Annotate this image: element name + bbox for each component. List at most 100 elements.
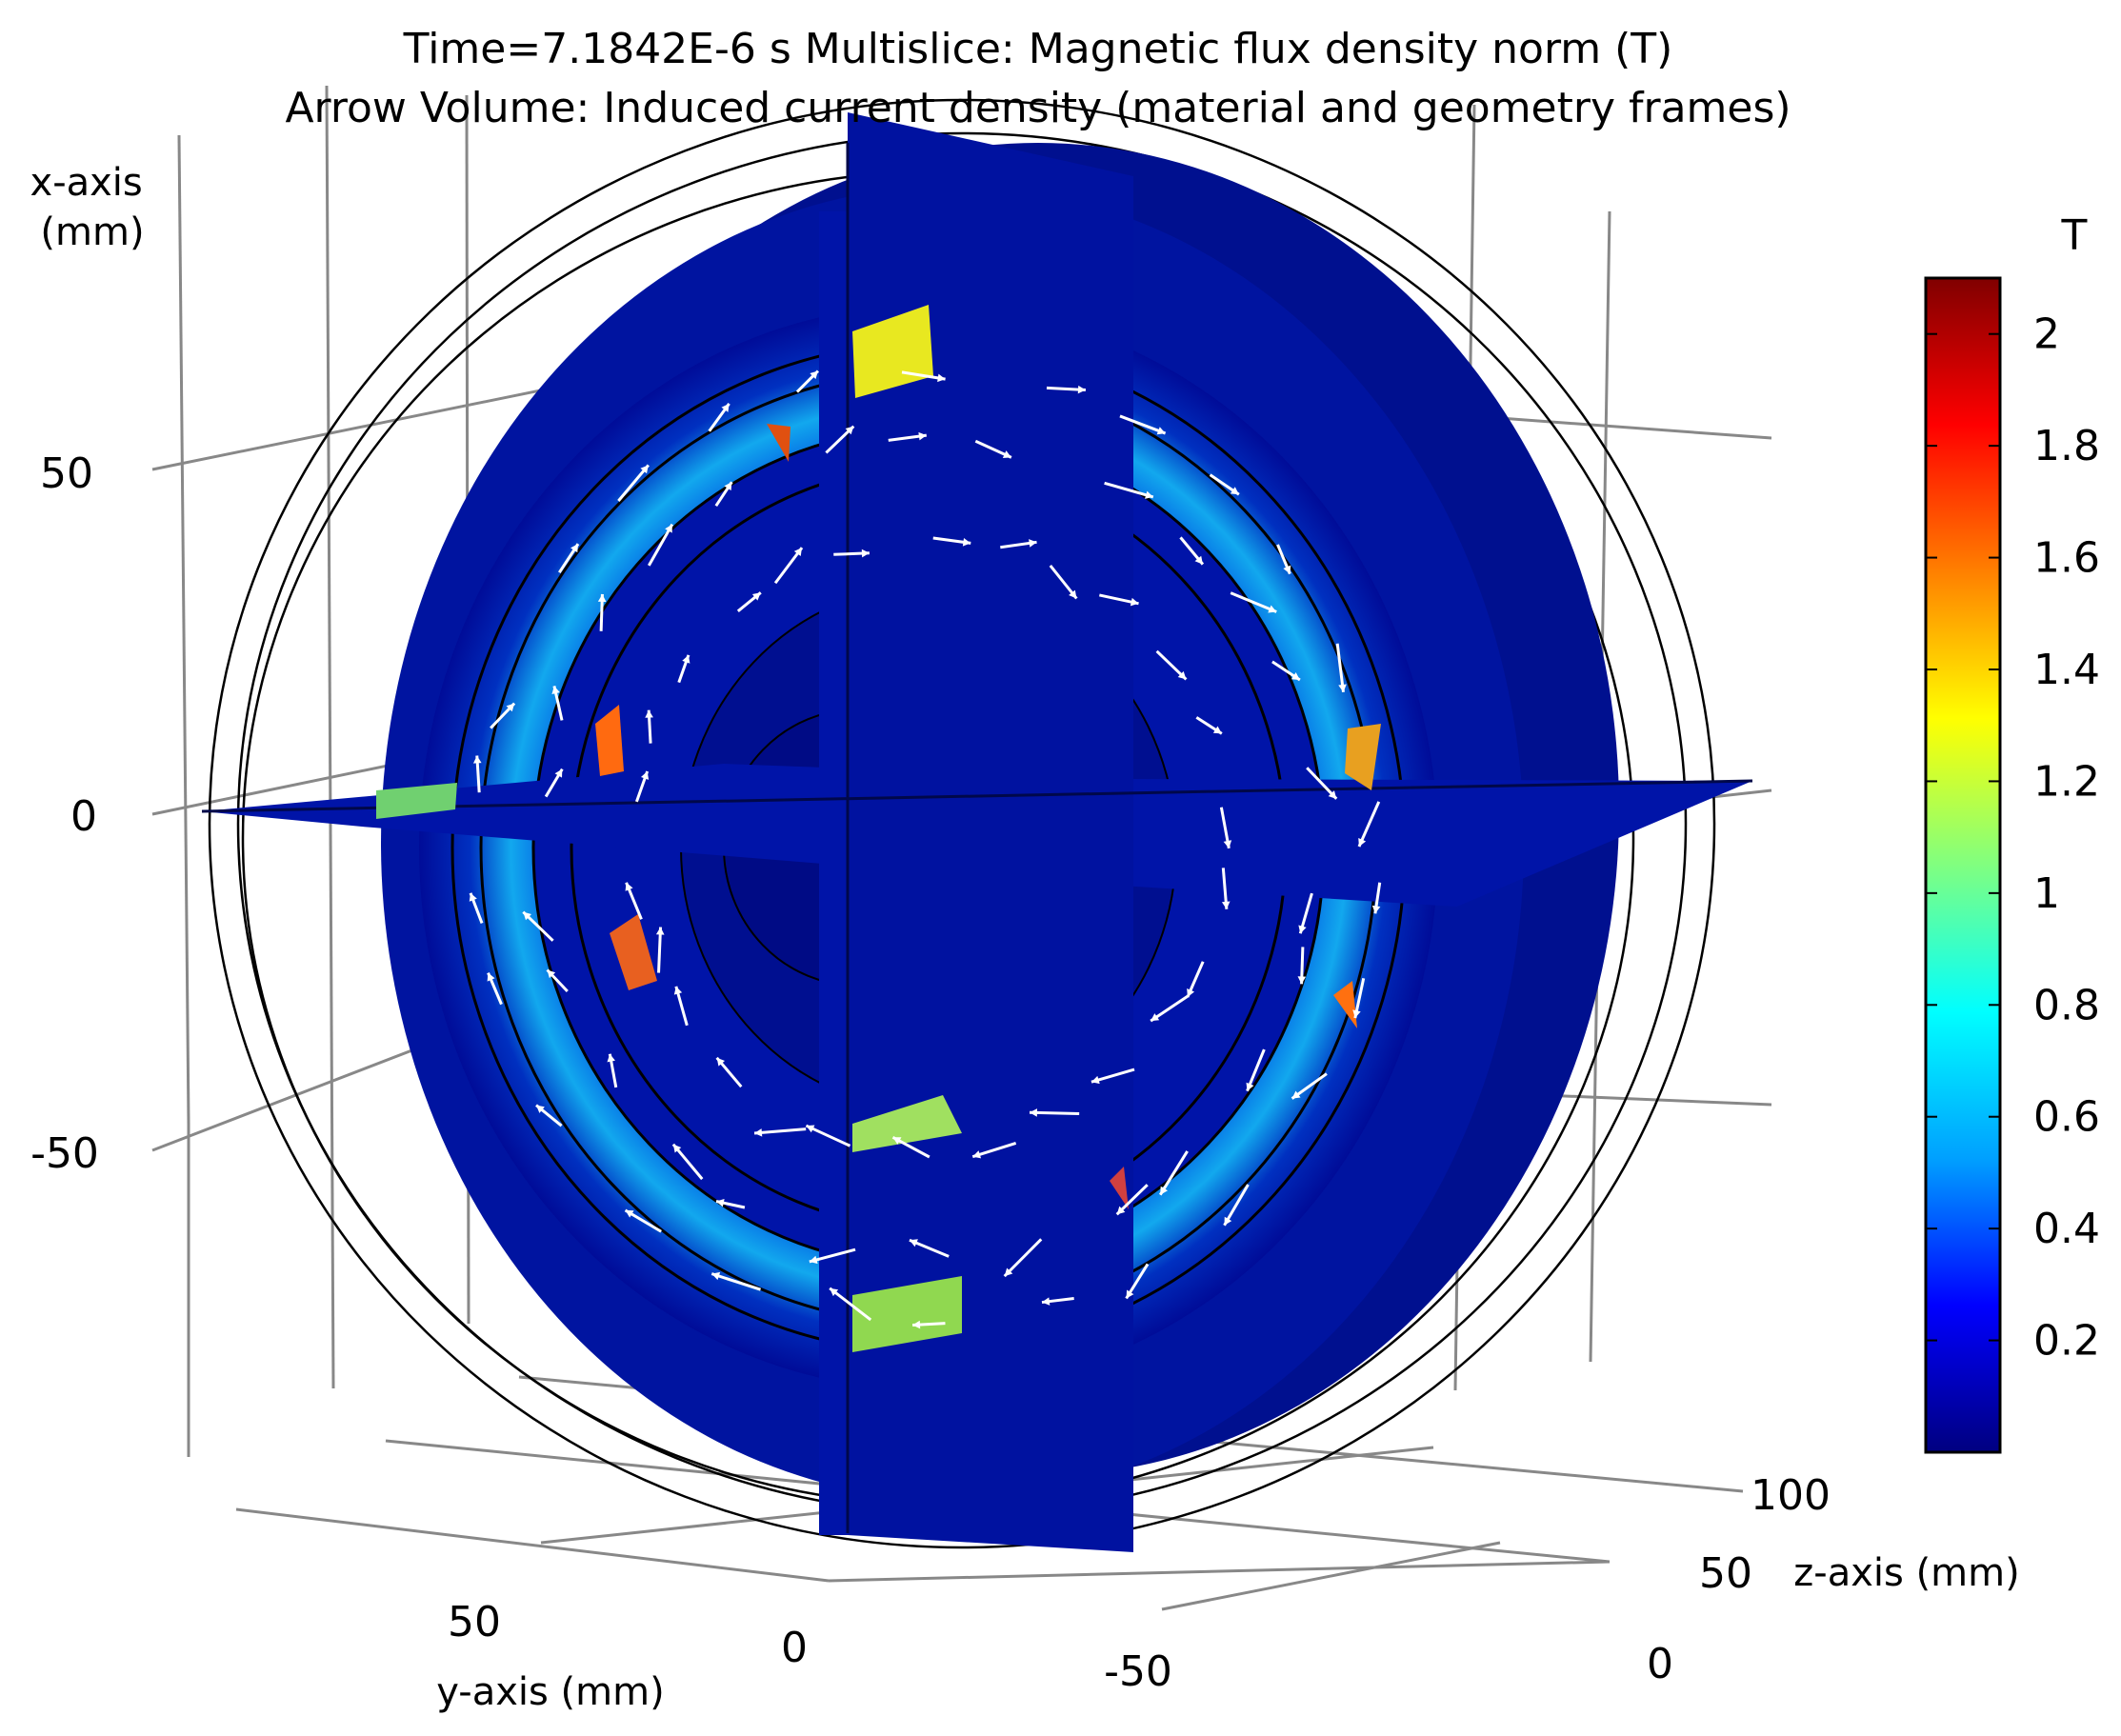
- current-arrow-head: [645, 709, 653, 718]
- current-arrow-head: [806, 1125, 815, 1133]
- colorbar-tick-label: 1.8: [2033, 422, 2100, 470]
- current-arrow-head: [937, 373, 946, 383]
- current-arrow-head: [472, 755, 482, 764]
- current-arrow-head: [845, 426, 854, 435]
- current-arrow-head: [1177, 670, 1187, 680]
- current-arrow: [671, 1143, 704, 1181]
- current-arrow-head: [711, 1271, 721, 1281]
- current-arrow-head: [912, 1320, 921, 1329]
- current-arrow-head: [655, 927, 665, 935]
- colorbar-tick-label: 0.2: [2033, 1317, 2100, 1366]
- current-arrow-head: [672, 1144, 682, 1153]
- x-tick-0: 0: [70, 792, 97, 841]
- current-arrow-head: [1002, 450, 1011, 459]
- current-arrow: [1335, 643, 1345, 693]
- current-density-arrows: [469, 369, 1382, 1329]
- y-axis-label: y-axis (mm): [436, 1670, 664, 1714]
- current-arrow-head: [1077, 385, 1086, 394]
- current-arrow: [648, 523, 674, 567]
- current-arrow-head: [1328, 790, 1337, 799]
- current-arrow: [1223, 1184, 1250, 1227]
- current-arrow-head: [892, 1137, 902, 1145]
- current-arrow-head: [972, 1150, 982, 1159]
- current-arrow-head: [1268, 605, 1277, 613]
- current-arrow-head: [1352, 1009, 1361, 1019]
- current-arrow: [1003, 1238, 1043, 1278]
- z-axis-label: z-axis (mm): [1793, 1551, 2019, 1595]
- current-arrow-head: [1029, 539, 1037, 548]
- current-arrow: [753, 1127, 807, 1135]
- current-arrow: [1104, 481, 1154, 499]
- current-arrow-head: [1156, 427, 1166, 435]
- colorbar-tick-label: 0.8: [2033, 981, 2100, 1029]
- current-arrow-head: [1223, 840, 1232, 848]
- current-arrow-head: [1283, 565, 1291, 574]
- current-arrow-head: [1041, 1297, 1050, 1306]
- current-arrow-head: [1224, 1216, 1232, 1226]
- colorbar-tick-label: 0.6: [2033, 1093, 2100, 1142]
- current-arrow: [829, 1287, 872, 1322]
- current-arrow-head: [1187, 988, 1195, 997]
- x-tick-50: 50: [40, 449, 93, 498]
- title-line1: Time=7.1842E-6 s Multislice: Magnetic fl…: [403, 25, 1673, 73]
- y-tick-50: 50: [448, 1598, 501, 1646]
- current-arrow-head: [1145, 490, 1153, 499]
- colorbar-tick-label: 1.6: [2033, 534, 2100, 583]
- colorbar-tick-label: 1.4: [2033, 646, 2100, 694]
- current-arrow-head: [918, 431, 927, 441]
- colorbar-unit: T: [2061, 211, 2088, 260]
- current-arrow-head: [554, 768, 563, 778]
- current-arrow-head: [597, 593, 607, 603]
- current-arrow-head: [523, 911, 532, 921]
- current-arrow-head: [724, 482, 732, 491]
- colorbar-tick-label: 0.4: [2033, 1205, 2100, 1253]
- current-arrow-head: [751, 592, 761, 601]
- current-arrow: [971, 1142, 1017, 1159]
- current-arrow-head: [830, 1287, 839, 1297]
- current-arrow-head: [793, 548, 803, 557]
- current-arrow-head: [1358, 838, 1367, 847]
- current-arrow-head: [640, 770, 650, 780]
- current-arrow-head: [469, 892, 477, 902]
- current-arrow-head: [1194, 555, 1203, 565]
- current-arrow-head: [607, 1053, 615, 1063]
- current-arrow-head: [962, 538, 971, 547]
- z-tick-0: 0: [1647, 1640, 1673, 1688]
- colorbar-tick-label: 1.2: [2033, 757, 2100, 806]
- current-arrow-head: [625, 1209, 634, 1218]
- current-arrow-head: [487, 972, 495, 982]
- current-arrow-head: [1246, 1082, 1254, 1091]
- colorbar-gradient: [1924, 276, 2002, 1454]
- current-arrow: [1357, 801, 1381, 848]
- current-arrow-head: [721, 403, 730, 412]
- current-arrow-head: [673, 986, 683, 995]
- current-arrow-head: [1091, 1075, 1100, 1085]
- current-arrow-head: [640, 465, 649, 474]
- y-tick-0: 0: [781, 1624, 808, 1672]
- current-arrow: [1158, 1150, 1189, 1196]
- current-arrow-head: [1297, 976, 1307, 985]
- current-arrow-head: [809, 1255, 818, 1265]
- slices: [201, 112, 1753, 1552]
- current-arrow-head: [1291, 1090, 1301, 1099]
- current-arrow-head: [1116, 1206, 1126, 1215]
- current-arrow-head: [551, 686, 560, 695]
- current-arrow-head: [1151, 1013, 1160, 1022]
- current-arrow-head: [570, 544, 578, 553]
- current-arrow-head: [1338, 684, 1347, 692]
- current-arrow: [657, 927, 663, 973]
- current-arrow-head: [1004, 1267, 1013, 1277]
- current-arrow: [1230, 591, 1277, 613]
- current-arrow-head: [1212, 726, 1222, 734]
- current-arrow-head: [1221, 901, 1231, 909]
- current-arrow: [1029, 1110, 1080, 1116]
- current-arrow-head: [1069, 589, 1077, 599]
- current-arrow-head: [1298, 925, 1307, 934]
- current-arrow-head: [1126, 1289, 1134, 1299]
- current-arrow-head: [909, 1239, 918, 1247]
- current-arrow: [1119, 414, 1167, 435]
- current-arrow-head: [1230, 487, 1239, 495]
- current-arrow-head: [1291, 672, 1300, 680]
- current-arrow-head: [1030, 1108, 1038, 1117]
- current-arrow-head: [536, 1105, 545, 1113]
